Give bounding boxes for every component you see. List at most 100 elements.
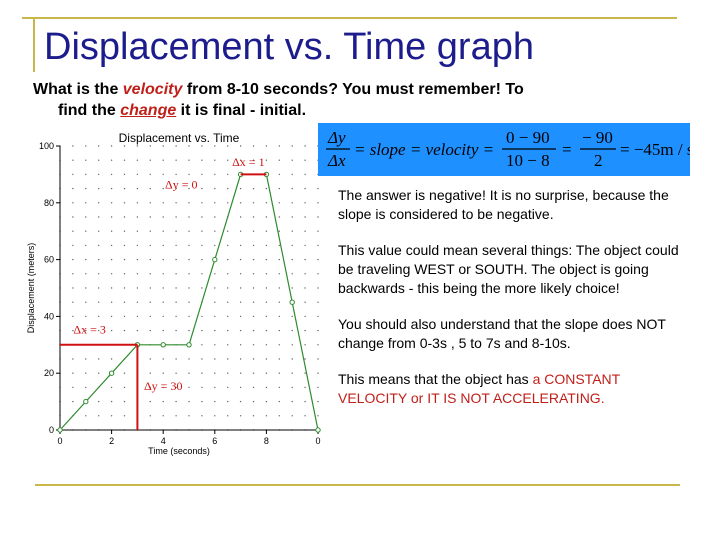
x-tick-label: 0 — [315, 436, 320, 446]
grid-dot — [252, 358, 255, 360]
grid-dot — [214, 287, 216, 289]
data-point — [83, 398, 89, 405]
grid-dot — [278, 173, 280, 176]
grid-dot — [227, 358, 229, 360]
grid-dot — [162, 301, 164, 303]
grid-dot — [214, 372, 216, 374]
grid-dot — [304, 187, 306, 190]
grid-dot — [265, 315, 268, 318]
x-axis-label: Time (seconds) — [148, 446, 210, 456]
grid-dot — [110, 315, 113, 318]
grid-dot — [136, 145, 139, 147]
grid-dot — [149, 173, 151, 176]
grid-dot — [85, 386, 87, 389]
grid-dot — [291, 415, 293, 417]
grid-dot — [252, 415, 255, 417]
grid-dot — [278, 273, 280, 275]
y-tick-label: 100 — [39, 141, 54, 151]
grid-dot — [136, 273, 139, 275]
grid-dot — [265, 400, 268, 403]
grid-dot — [214, 400, 216, 403]
grid-dot — [214, 173, 216, 176]
grid-dot — [188, 187, 190, 190]
grid-dot — [265, 415, 268, 417]
grid-dot — [123, 287, 126, 289]
grid-dot — [85, 415, 87, 417]
formula-result: = −45m / s — [620, 140, 690, 159]
grid-dot — [317, 315, 319, 318]
grid-dot — [175, 329, 177, 332]
intro-text: from 8-10 seconds? You must remember! To — [182, 81, 524, 98]
grid-dot — [227, 159, 229, 161]
grid-dot — [252, 273, 255, 275]
grid-dot — [110, 187, 113, 190]
formula-num1: 0 − 90 — [506, 128, 550, 147]
grid-dot — [291, 344, 293, 346]
grid-dot — [188, 216, 190, 218]
grid-dot — [72, 400, 74, 403]
grid-dot — [72, 173, 74, 176]
grid-dot — [123, 230, 126, 232]
grid-dot — [201, 216, 203, 218]
grid-dot — [175, 145, 177, 147]
grid-dot — [291, 159, 293, 161]
grid-dot — [214, 358, 216, 360]
intro-text: find the — [58, 102, 121, 119]
grid-dot — [162, 173, 164, 176]
grid-dot — [227, 344, 229, 346]
grid-dot — [265, 358, 268, 360]
formula-den1: 10 − 8 — [506, 151, 550, 170]
grid-dot — [317, 358, 319, 360]
grid-dot — [110, 216, 113, 218]
grid-dot — [227, 173, 229, 176]
grid-dot — [201, 386, 203, 389]
grid-dot — [98, 372, 100, 374]
left-decor-line — [33, 17, 35, 72]
grid-dot — [227, 244, 229, 247]
grid-dot — [304, 415, 306, 417]
x-tick-label: 4 — [161, 436, 166, 446]
grid-dot — [175, 415, 177, 417]
grid-dot — [175, 386, 177, 389]
grid-dot — [175, 315, 177, 318]
grid-dot — [304, 244, 306, 247]
grid-dot — [98, 258, 100, 261]
grid-dot — [252, 216, 255, 218]
answer-paragraph-4: This means that the object has a CONSTAN… — [338, 370, 683, 408]
grid-dot — [98, 244, 100, 247]
grid-dot — [317, 400, 319, 403]
data-point — [57, 427, 63, 433]
grid-dot — [252, 329, 255, 332]
grid-dot — [239, 386, 242, 389]
grid-dot — [85, 173, 87, 176]
grid-dot — [265, 159, 268, 161]
grid-dot — [136, 202, 139, 204]
grid-dot — [149, 244, 151, 247]
grid-dot — [72, 273, 74, 275]
grid-dot — [123, 187, 126, 190]
grid-dot — [188, 244, 190, 247]
grid-dot — [227, 301, 229, 303]
grid-dot — [317, 216, 319, 218]
y-tick-label: 40 — [44, 311, 54, 321]
grid-dot — [278, 329, 280, 332]
grid-dot — [214, 315, 216, 318]
grid-dot — [123, 159, 126, 161]
grid-dot — [175, 273, 177, 275]
grid-dot — [304, 301, 306, 303]
grid-dot — [136, 301, 139, 303]
grid-dot — [72, 315, 74, 318]
grid-dot — [291, 145, 293, 147]
grid-dot — [85, 372, 87, 374]
grid-dot — [304, 145, 306, 147]
grid-dot — [72, 358, 74, 360]
grid-dot — [252, 315, 255, 318]
grid-dot — [110, 173, 113, 176]
grid-dot — [188, 287, 190, 289]
grid-dot — [201, 244, 203, 247]
grid-dot — [304, 358, 306, 360]
grid-dot — [227, 329, 229, 332]
grid-dot — [291, 315, 293, 318]
grid-dot — [201, 173, 203, 176]
answer-text: This means that the object has — [338, 371, 533, 387]
